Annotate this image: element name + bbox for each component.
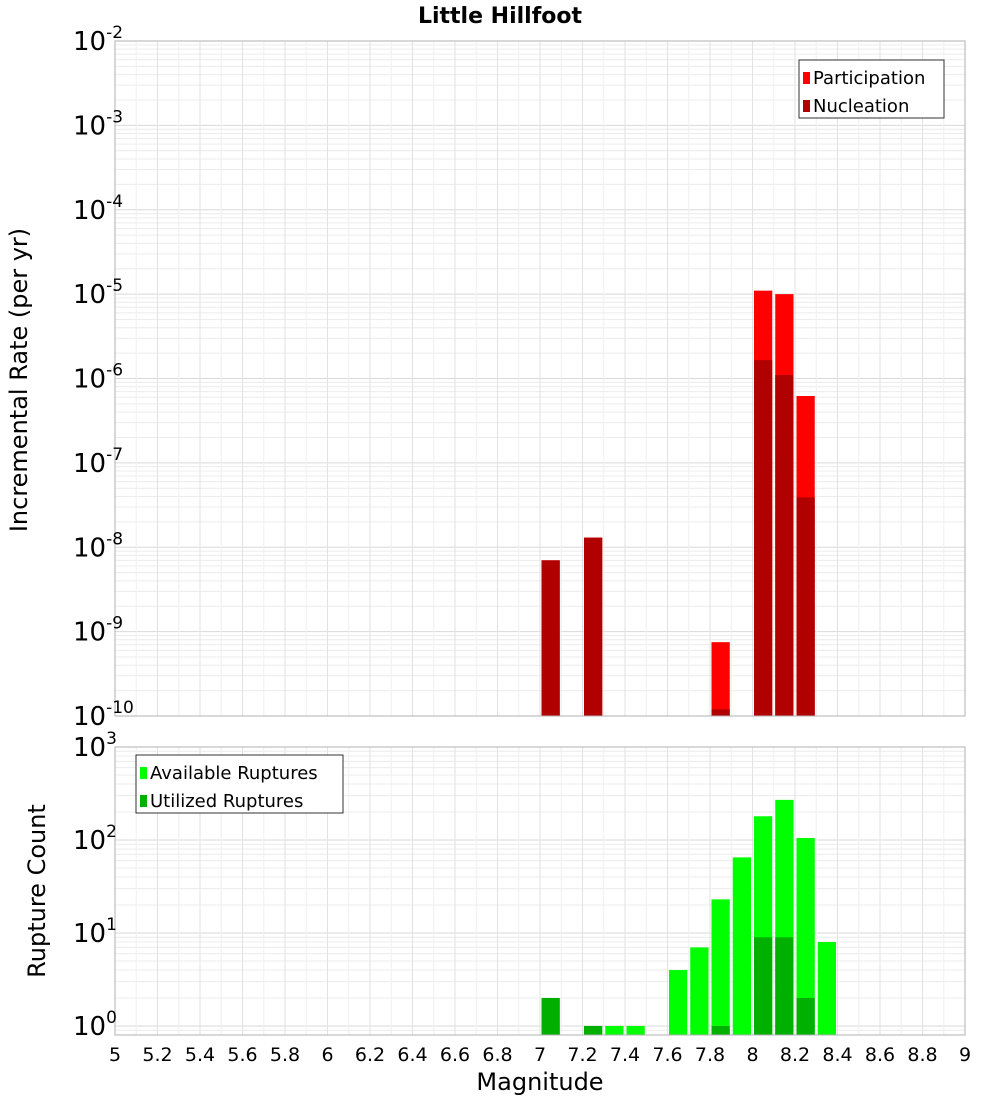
bar-available-ruptures [669, 969, 688, 1035]
y-tick-labels: 103 102 101 100 [73, 729, 117, 1042]
chart-title: Little Hillfoot [418, 4, 583, 29]
x-tick-label: 8.6 [865, 1044, 895, 1066]
plot-frame [114, 40, 966, 717]
legend-label: Participation [813, 68, 925, 89]
y-tick-label: 10-5 [73, 276, 123, 310]
top-y-axis-label: Incremental Rate (per yr) [5, 228, 33, 532]
y-tick-label: 10-10 [73, 698, 134, 732]
y-tick-label: 10-7 [73, 445, 123, 479]
bar-utilized-ruptures [775, 937, 794, 1035]
x-axis-label: Magnitude [476, 1068, 603, 1096]
x-tick-label: 7.2 [567, 1044, 597, 1066]
legend-box [135, 754, 344, 814]
bar-nucleation [584, 537, 603, 716]
x-tick-label: 6.6 [440, 1044, 470, 1066]
legend-label: Nucleation [813, 96, 909, 117]
legend: Available Ruptures Utilized Ruptures [135, 754, 344, 814]
y-tick-labels: 10-2 10-3 10-4 10-5 10-6 10-7 10-8 10-9 10-10 [73, 23, 134, 732]
bar-available-ruptures [796, 838, 815, 1035]
x-tick-label: 5.8 [270, 1044, 300, 1066]
bar-nucleation [796, 497, 815, 716]
x-tick-label: 7 [534, 1044, 546, 1066]
y-tick-label: 10-2 [73, 23, 123, 57]
top-panel: 10-2 10-3 10-4 10-5 10-6 10-7 10-8 10-9 10-10 Par… [73, 23, 966, 732]
bar-utilized-ruptures [796, 997, 815, 1035]
bar-available-ruptures [690, 947, 709, 1035]
bottom-panel: 103 102 101 100 Available Ruptures Utilized R… [73, 729, 966, 1042]
y-tick-label: 102 [73, 822, 117, 856]
x-tick-label: 7.4 [610, 1044, 640, 1066]
bar-available-ruptures [817, 942, 836, 1035]
grid-lines [114, 41, 966, 717]
legend-swatch [803, 72, 810, 84]
x-tick-label: 6.4 [397, 1044, 427, 1066]
x-tick-label: 6.8 [482, 1044, 512, 1066]
bar-nucleation [541, 560, 560, 716]
x-tick-label: 8.2 [780, 1044, 810, 1066]
x-tick-label: 5.2 [142, 1044, 172, 1066]
x-tick-label: 6 [321, 1044, 333, 1066]
bar-utilized-ruptures [541, 997, 560, 1035]
bar-nucleation [754, 360, 773, 716]
legend-box [798, 59, 945, 119]
y-tick-label: 10-9 [73, 614, 123, 648]
x-tick-label: 8.4 [822, 1044, 852, 1066]
x-tick-label: 5.4 [185, 1044, 215, 1066]
y-tick-label: 10-8 [73, 529, 123, 563]
bar-available-ruptures [605, 1025, 624, 1035]
bar-utilized-ruptures [584, 1025, 603, 1035]
x-tick-label: 7.8 [695, 1044, 725, 1066]
y-tick-label: 103 [73, 729, 117, 763]
bar-available-ruptures [732, 857, 751, 1035]
bar-nucleation [775, 375, 794, 716]
legend-swatch [140, 767, 147, 779]
x-tick-label: 5.6 [227, 1044, 257, 1066]
x-tick-label: 9 [959, 1044, 971, 1066]
y-tick-label: 100 [73, 1008, 117, 1042]
bar-nucleation [711, 709, 730, 716]
legend-swatch [140, 795, 147, 807]
bar-participation [711, 642, 730, 716]
x-tick-label: 6.2 [355, 1044, 385, 1066]
bars [541, 290, 815, 716]
y-tick-label: 10-4 [73, 192, 123, 226]
legend-label: Available Ruptures [150, 763, 318, 784]
x-tick-label: 8.8 [907, 1044, 937, 1066]
x-tick-label: 5 [109, 1044, 121, 1066]
bar-available-ruptures [626, 1025, 645, 1035]
bottom-y-axis-label: Rupture Count [23, 804, 51, 978]
legend-swatch [803, 100, 810, 112]
legend-label: Utilized Ruptures [150, 791, 303, 812]
bar-utilized-ruptures [754, 937, 773, 1035]
x-tick-label: 8 [746, 1044, 758, 1066]
bar-available-ruptures [711, 899, 730, 1035]
y-tick-label: 10-6 [73, 361, 123, 395]
plot-frame [114, 746, 966, 1036]
y-tick-label: 10-3 [73, 107, 123, 141]
x-tick-labels: 5 5.2 5.4 5.6 5.8 6 6.2 6.4 6.6 6.8 7 7.2 7.4 7.6 7.8 8… [109, 1044, 971, 1066]
bars [541, 799, 836, 1035]
x-tick-label: 7.6 [652, 1044, 682, 1066]
legend: Participation Nucleation [798, 59, 945, 119]
grid-lines [114, 747, 966, 1036]
y-tick-label: 101 [73, 915, 117, 949]
bar-utilized-ruptures [711, 1025, 730, 1035]
